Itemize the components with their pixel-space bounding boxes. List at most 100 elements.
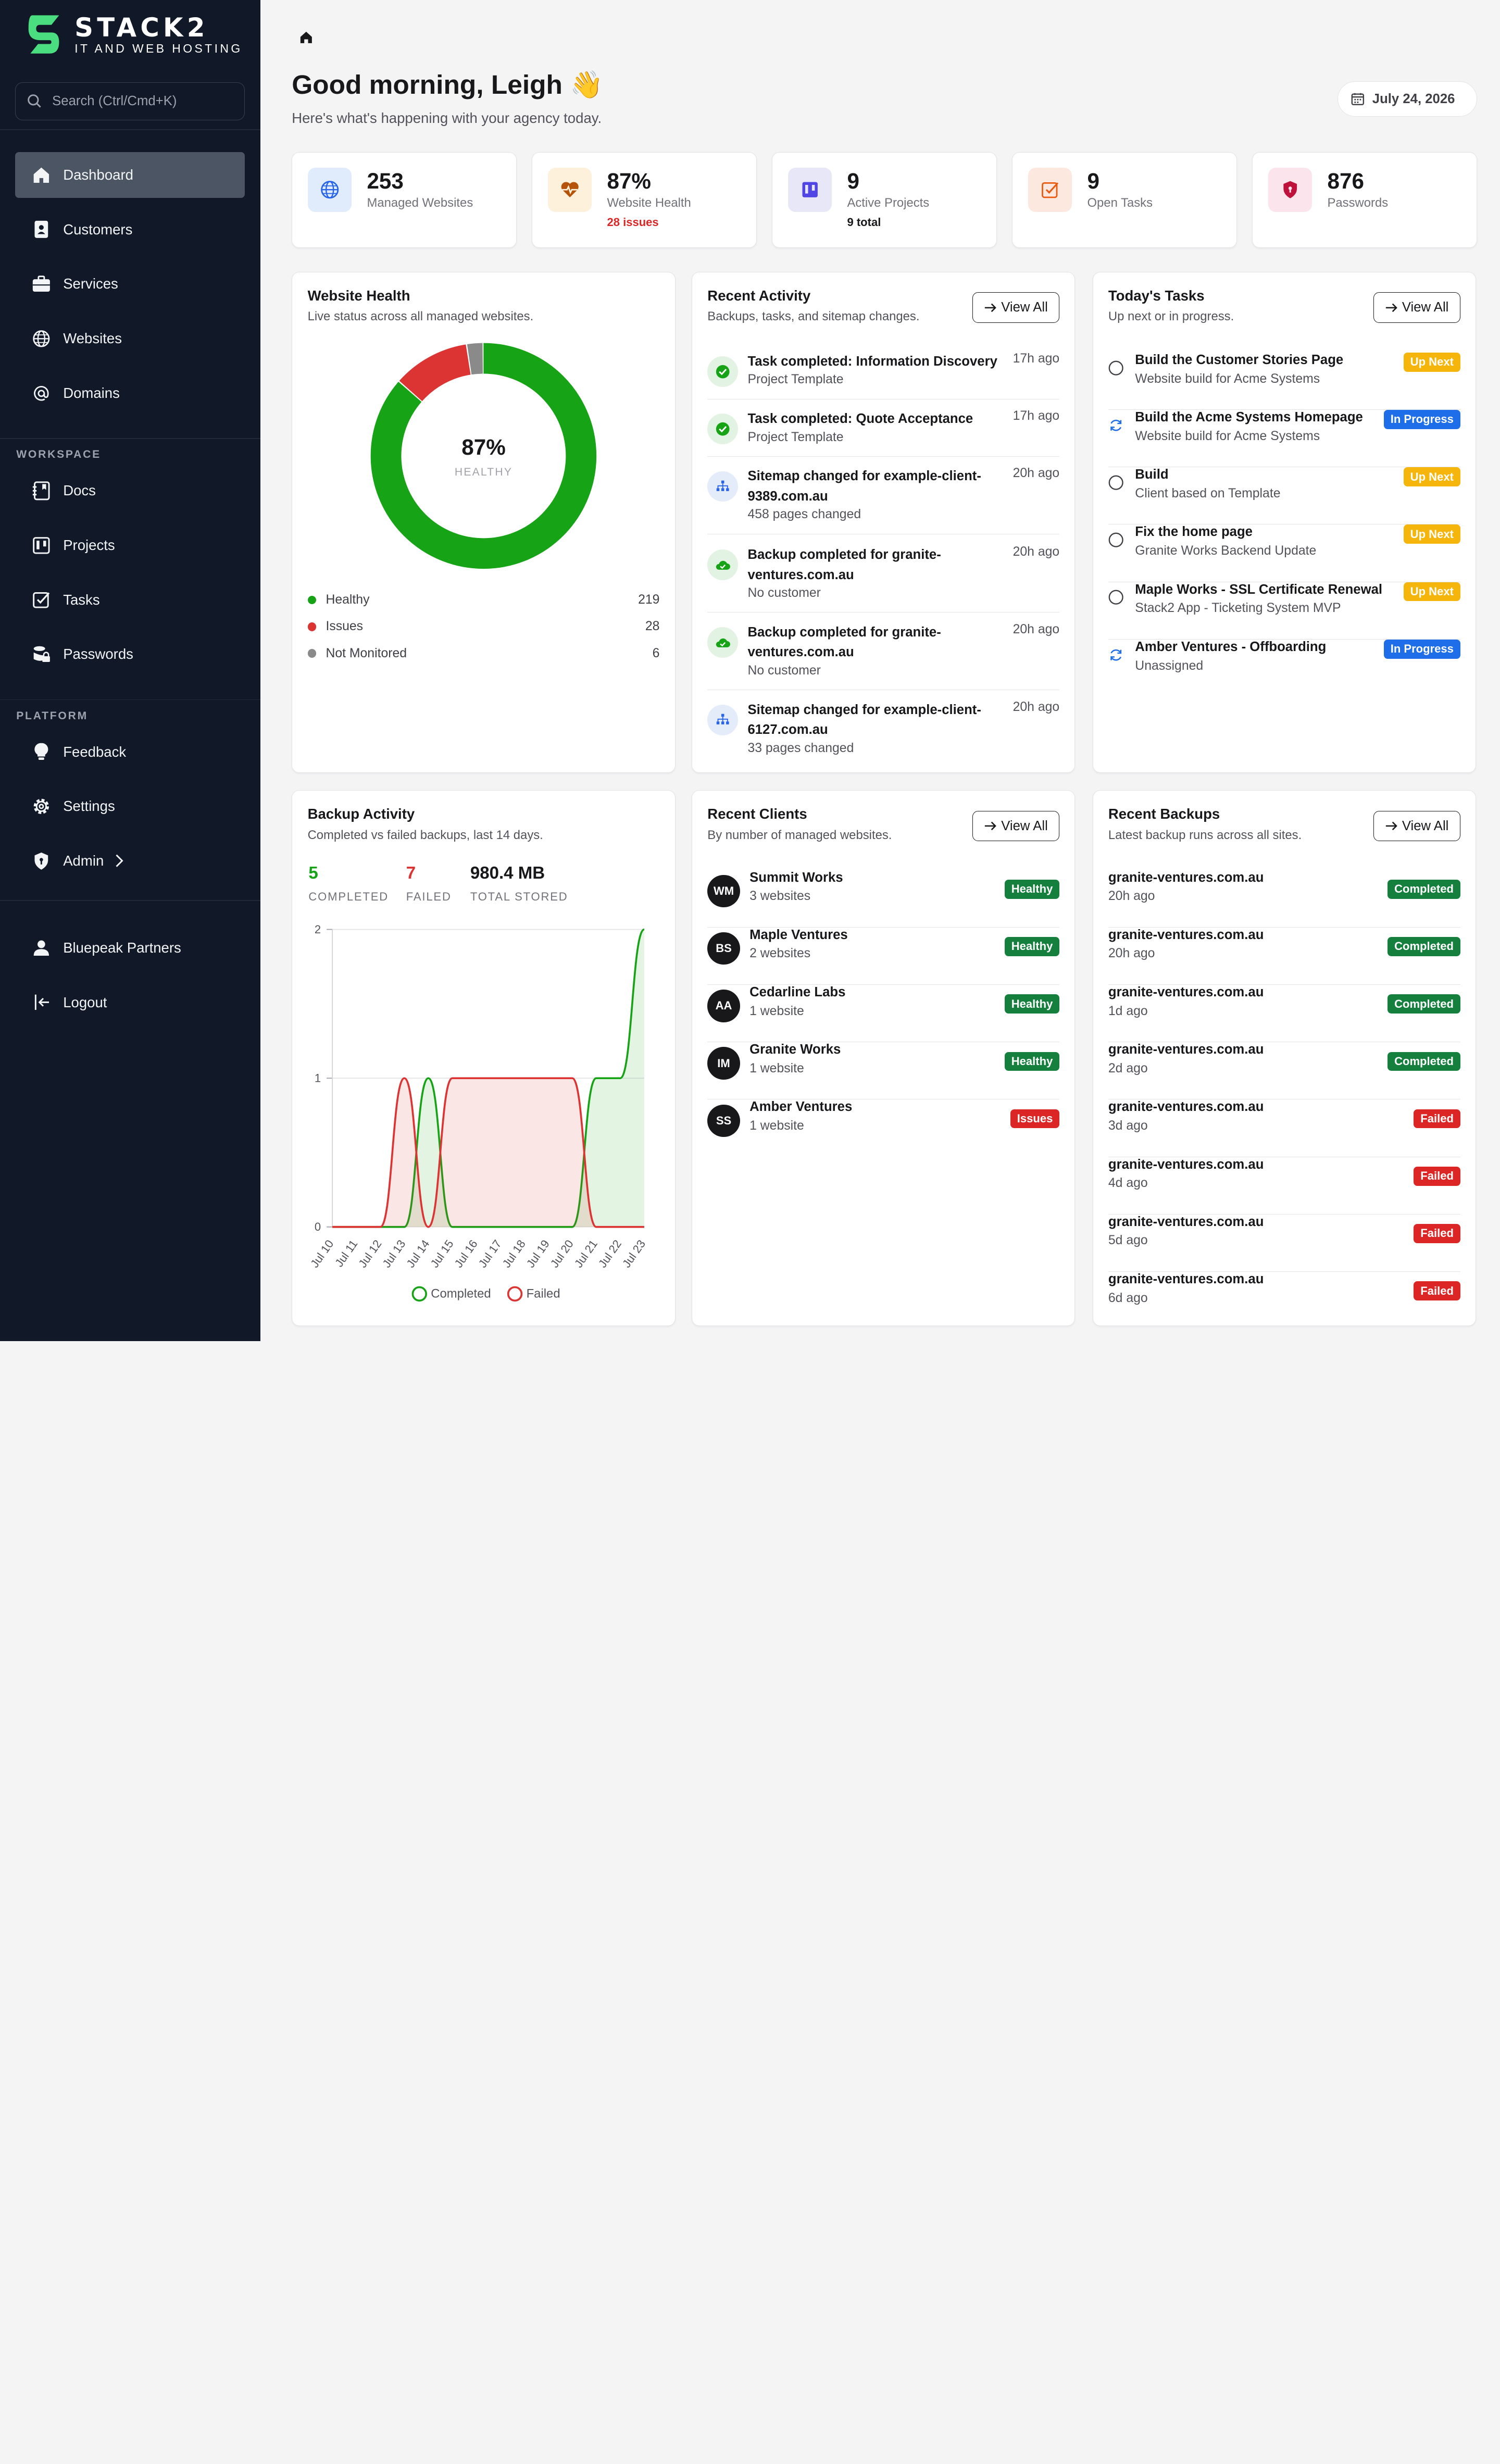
date-picker-button[interactable]: July 24, 2026 bbox=[1337, 81, 1477, 117]
circle-icon[interactable] bbox=[1108, 532, 1123, 547]
sidebar-item-docs[interactable]: Docs bbox=[15, 468, 245, 514]
circle-icon[interactable] bbox=[1108, 475, 1123, 490]
sidebar-item-services[interactable]: Services bbox=[15, 261, 245, 307]
task-item[interactable]: Build the Acme Systems Homepage Website … bbox=[1108, 410, 1460, 468]
client-item[interactable]: IM Granite Works 1 website Healthy bbox=[707, 1042, 1060, 1100]
sidebar-item-tasks[interactable]: Tasks bbox=[15, 577, 245, 623]
series-line-failed[interactable] bbox=[332, 1077, 645, 1228]
page-subtitle: Here's what's happening with your agency… bbox=[292, 110, 602, 127]
refresh-icon[interactable] bbox=[1108, 418, 1123, 433]
legend-marker-completed[interactable] bbox=[411, 1286, 428, 1302]
stat-total-count: 9 total bbox=[847, 216, 881, 229]
activity-item[interactable]: Task completed: Information Discovery Pr… bbox=[707, 352, 1060, 399]
client-item[interactable]: AA Cedarline Labs 1 website Healthy bbox=[707, 985, 1060, 1043]
stat-card-passwords[interactable]: 876 Passwords bbox=[1252, 152, 1477, 248]
client-item[interactable]: SS Amber Ventures 1 website Issues bbox=[707, 1099, 1060, 1157]
legend-dot bbox=[307, 622, 317, 631]
backup-time: 5d ago bbox=[1108, 1233, 1148, 1248]
stat-card-health[interactable]: 87% Website Health 28 issues bbox=[532, 152, 757, 248]
activity-time: 20h ago bbox=[1013, 622, 1060, 636]
backup-item[interactable]: granite-ventures.com.au 6d ago Failed bbox=[1108, 1272, 1460, 1329]
sidebar-item-passwords[interactable]: Passwords bbox=[15, 631, 245, 677]
stat-card-websites[interactable]: 253 Managed Websites bbox=[292, 152, 517, 248]
sidebar-item-admin[interactable]: Admin bbox=[15, 838, 245, 884]
stat-card-tasks[interactable]: 9 Open Tasks bbox=[1012, 152, 1237, 248]
sidebar-item-websites[interactable]: Websites bbox=[15, 316, 245, 361]
task-item[interactable]: Amber Ventures - Offboarding Unassigned … bbox=[1108, 639, 1460, 697]
task-desc: Client based on Template bbox=[1135, 486, 1281, 501]
stack2-logo-icon bbox=[29, 15, 59, 54]
activity-item[interactable]: Sitemap changed for example-client-6127.… bbox=[707, 700, 1059, 768]
sidebar: STACK2 IT AND WEB HOSTING Search (Ctrl/C… bbox=[0, 0, 260, 1342]
x-tick-label: Jul 19 bbox=[524, 1237, 552, 1270]
status-badge: Up Next bbox=[1403, 352, 1460, 372]
stat-value: 87% bbox=[607, 169, 651, 194]
card-subtitle: Up next or in progress. bbox=[1108, 309, 1234, 324]
task-item[interactable]: Build the Customer Stories Page Website … bbox=[1108, 352, 1460, 410]
breadcrumb-home-icon[interactable] bbox=[299, 31, 313, 44]
sidebar-item-customers[interactable]: Customers bbox=[15, 207, 245, 253]
card-subtitle: Backups, tasks, and sitemap changes. bbox=[707, 309, 920, 324]
legend-label: Issues bbox=[326, 619, 364, 634]
series-line-completed[interactable] bbox=[332, 928, 645, 1228]
health-donut-chart bbox=[370, 343, 597, 569]
x-tick-label: Jul 22 bbox=[596, 1237, 624, 1270]
activity-item[interactable]: Sitemap changed for example-client-9389.… bbox=[707, 466, 1060, 534]
status-badge: In Progress bbox=[1383, 410, 1460, 429]
legend-label-completed[interactable]: Completed bbox=[431, 1287, 491, 1301]
task-item[interactable]: Maple Works - SSL Certificate Renewal St… bbox=[1108, 582, 1460, 640]
sidebar-item-label: Docs bbox=[63, 482, 96, 499]
view-all-label: View All bbox=[1402, 300, 1449, 315]
checkbox-icon bbox=[1028, 168, 1072, 212]
x-tick-label: Jul 12 bbox=[356, 1237, 384, 1270]
task-item[interactable]: Fix the home page Granite Works Backend … bbox=[1108, 524, 1460, 582]
sidebar-item-domains[interactable]: Domains bbox=[15, 370, 245, 416]
client-desc: 2 websites bbox=[749, 946, 811, 961]
circle-icon[interactable] bbox=[1108, 590, 1123, 605]
sidebar-item-feedback[interactable]: Feedback bbox=[15, 729, 245, 775]
view-all-backups-button[interactable]: View All bbox=[1373, 810, 1460, 842]
status-badge: Completed bbox=[1388, 937, 1460, 956]
status-badge: Failed bbox=[1414, 1224, 1460, 1243]
legend-marker-failed[interactable] bbox=[507, 1286, 523, 1302]
backup-item[interactable]: granite-ventures.com.au 3d ago Failed bbox=[1108, 1099, 1460, 1157]
refresh-icon[interactable] bbox=[1108, 647, 1123, 662]
backup-item[interactable]: granite-ventures.com.au 5d ago Failed bbox=[1108, 1215, 1460, 1272]
activity-item[interactable]: Backup completed for granite-ventures.co… bbox=[707, 545, 1060, 613]
legend-label-failed[interactable]: Failed bbox=[527, 1287, 560, 1301]
sidebar-item-settings[interactable]: Settings bbox=[15, 783, 245, 829]
activity-item[interactable]: Task completed: Quote Acceptance Project… bbox=[707, 409, 1060, 457]
circle-icon[interactable] bbox=[1108, 360, 1123, 376]
client-desc: 1 website bbox=[749, 1004, 804, 1018]
sidebar-item-label: Settings bbox=[63, 798, 115, 815]
search-input[interactable]: Search (Ctrl/Cmd+K) bbox=[15, 82, 245, 121]
backup-item[interactable]: granite-ventures.com.au 20h ago Complete… bbox=[1108, 928, 1460, 985]
client-item[interactable]: WM Summit Works 3 websites Healthy bbox=[707, 870, 1060, 928]
status-badge: Failed bbox=[1414, 1109, 1460, 1129]
view-all-activity-button[interactable]: View All bbox=[972, 292, 1060, 323]
activity-item[interactable]: Backup completed for granite-ventures.co… bbox=[707, 622, 1060, 691]
sidebar-item-logout[interactable]: Logout bbox=[15, 980, 245, 1025]
backup-item[interactable]: granite-ventures.com.au 2d ago Completed bbox=[1108, 1042, 1460, 1100]
docs-icon bbox=[31, 480, 52, 501]
backup-time: 4d ago bbox=[1108, 1176, 1148, 1191]
x-tick-label: Jul 23 bbox=[620, 1237, 648, 1270]
sidebar-item-projects[interactable]: Projects bbox=[15, 522, 245, 568]
view-all-tasks-button[interactable]: View All bbox=[1373, 292, 1460, 323]
completed-label: COMPLETED bbox=[308, 890, 389, 904]
activity-time: 17h ago bbox=[1013, 352, 1060, 366]
task-item[interactable]: Build Client based on Template Up Next bbox=[1108, 467, 1460, 525]
sidebar-item-label: Projects bbox=[63, 536, 115, 553]
brand-logo[interactable]: STACK2 IT AND WEB HOSTING bbox=[27, 11, 242, 57]
current-date: July 24, 2026 bbox=[1372, 91, 1455, 106]
donut-center-label: HEALTHY bbox=[454, 466, 513, 479]
backup-item[interactable]: granite-ventures.com.au 4d ago Failed bbox=[1108, 1157, 1460, 1215]
backup-item[interactable]: granite-ventures.com.au 1d ago Completed bbox=[1108, 985, 1460, 1043]
sidebar-item-dashboard[interactable]: Dashboard bbox=[15, 152, 245, 198]
backup-item[interactable]: granite-ventures.com.au 20h ago Complete… bbox=[1108, 870, 1460, 928]
client-item[interactable]: BS Maple Ventures 2 websites Healthy bbox=[707, 928, 1060, 985]
avatar: SS bbox=[707, 1104, 740, 1137]
stat-card-projects[interactable]: 9 Active Projects 9 total bbox=[772, 152, 997, 248]
view-all-clients-button[interactable]: View All bbox=[972, 810, 1060, 842]
sidebar-item-account[interactable]: Bluepeak Partners bbox=[15, 925, 245, 971]
